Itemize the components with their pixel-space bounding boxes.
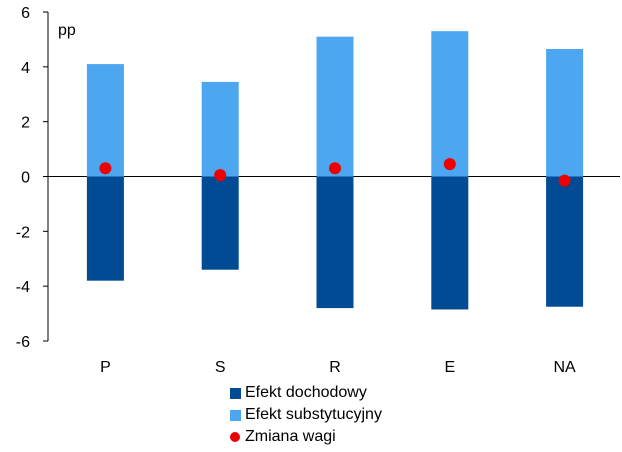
bar-income-na	[546, 176, 584, 307]
points	[99, 158, 571, 187]
bars	[86, 31, 584, 310]
legend-item-substitution-effect: Efekt substytucyjny	[230, 404, 382, 426]
x-tick-label: R	[329, 359, 341, 376]
legend-swatch-income-effect	[230, 387, 241, 399]
legend-item-income-effect: Efekt dochodowy	[230, 382, 382, 404]
bar-substitution-s	[201, 81, 239, 177]
bar-income-p	[86, 176, 124, 281]
y-tick-label: -6	[16, 334, 30, 351]
x-tick-label: P	[100, 359, 111, 376]
y-tick-label: 6	[21, 5, 30, 22]
point-weight-change-r	[329, 162, 341, 175]
y-unit-label: pp	[58, 22, 76, 39]
bar-substitution-p	[86, 64, 124, 177]
legend-label-substitution-effect: Efekt substytucyjny	[245, 406, 382, 423]
y-tick-label: 2	[21, 115, 30, 132]
y-tick-label: -2	[16, 224, 30, 241]
x-tick-label: E	[444, 359, 455, 376]
point-weight-change-p	[99, 162, 112, 175]
legend-label-weight-change: Zmiana wagi	[245, 428, 336, 445]
legend: Efekt dochodowy Efekt substytucyjny Zmia…	[230, 382, 382, 448]
point-weight-change-s	[214, 169, 227, 182]
y-tick-label: -4	[16, 279, 30, 296]
point-weight-change-na	[558, 174, 571, 187]
y-tick-label: 4	[21, 60, 30, 77]
y-tick-label: 0	[21, 170, 30, 187]
y-axis: -6 -4 -2 0 2 4 6	[16, 5, 49, 351]
bar-income-r	[316, 176, 354, 309]
bar-substitution-r	[316, 36, 354, 177]
bar-substitution-e	[431, 31, 469, 177]
bar-income-e	[431, 176, 469, 310]
bar-substitution-na	[546, 49, 584, 177]
x-tick-label: NA	[553, 359, 576, 376]
legend-label-income-effect: Efekt dochodowy	[245, 384, 367, 401]
legend-swatch-substitution-effect	[230, 409, 241, 421]
point-weight-change-e	[443, 158, 456, 171]
legend-item-weight-change: Zmiana wagi	[230, 426, 382, 448]
legend-swatch-weight-change	[230, 432, 240, 442]
chart: -6 -4 -2 0 2 4 6 P S R E NA pp	[16, 5, 620, 376]
bar-income-s	[201, 176, 239, 270]
x-tick-label: S	[215, 359, 226, 376]
